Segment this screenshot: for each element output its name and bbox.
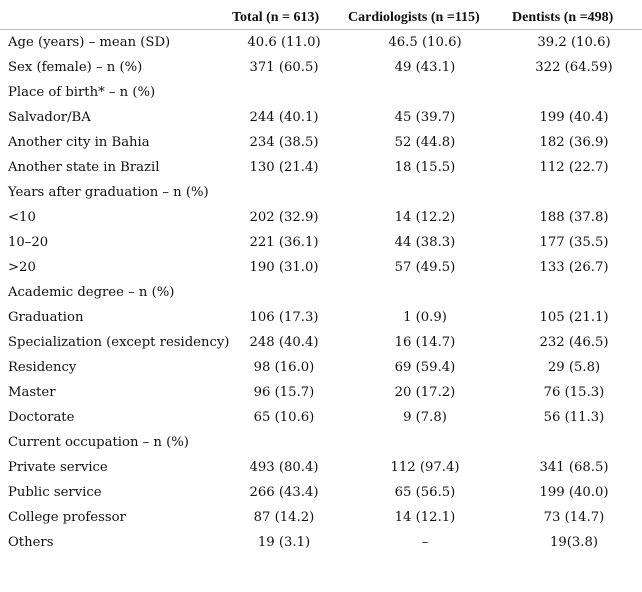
table-row: Place of birth* – n (%) [0, 80, 642, 105]
table-row: Another state in Brazil 130 (21.4) 18 (15.… [0, 155, 642, 180]
cell-cardiologists: 1 (0.9) [403, 310, 447, 325]
cell-total: 190 (31.0) [249, 260, 319, 275]
cell-cardiologists: 69 (59.4) [394, 360, 456, 375]
cell-dentists: 182 (36.9) [539, 135, 609, 150]
table-row: Age (years) – mean (SD) 40.6 (11.0) 46.5 (… [0, 30, 642, 55]
row-label: Doctorate [8, 410, 75, 425]
row-label: Salvador/BA [8, 110, 91, 125]
table-row: Sex (female) – n (%) 371 (60.5) 49 (43.1) 3… [0, 55, 642, 80]
cell-total: 96 (15.7) [253, 385, 315, 400]
row-label: Private service [8, 460, 108, 475]
cell-total: 87 (14.2) [253, 510, 315, 525]
cell-dentists: 232 (46.5) [539, 335, 609, 350]
cell-dentists: 322 (64.59) [535, 60, 613, 75]
row-label: Age (years) – mean (SD) [8, 35, 171, 50]
cell-dentists: 133 (26.7) [539, 260, 609, 275]
row-label: Specialization (except residency) [8, 335, 230, 350]
table-header-row: Total (n = 613) Cardiologists (n =115) D… [0, 5, 642, 30]
cell-cardiologists: 14 (12.1) [394, 510, 456, 525]
table-row: Doctorate 65 (10.6) 9 (7.8) 56 (11.3) [0, 405, 642, 430]
cell-cardiologists: 52 (44.8) [394, 135, 456, 150]
cell-total: 371 (60.5) [249, 60, 319, 75]
row-label: 10–20 [8, 235, 49, 250]
cell-dentists: 19(3.8) [549, 535, 599, 550]
cell-total: 266 (43.4) [249, 485, 319, 500]
row-label: Years after graduation – n (%) [8, 185, 209, 200]
row-label: Sex (female) – n (%) [8, 60, 143, 75]
row-label: Master [8, 385, 56, 400]
cell-dentists: 73 (14.7) [543, 510, 605, 525]
cell-cardiologists: 44 (38.3) [394, 235, 456, 250]
row-label: Academic degree – n (%) [8, 285, 175, 300]
cell-dentists: 341 (68.5) [539, 460, 609, 475]
cell-dentists: 188 (37.8) [539, 210, 609, 225]
table-row: >20 190 (31.0) 57 (49.5) 133 (26.7) [0, 255, 642, 280]
cell-total: 234 (38.5) [249, 135, 319, 150]
header-rule [0, 29, 642, 30]
row-label: >20 [8, 260, 36, 275]
table-row: Salvador/BA 244 (40.1) 45 (39.7) 199 (40.4) [0, 105, 642, 130]
row-label: Place of birth* – n (%) [8, 85, 156, 100]
cell-dentists: 199 (40.4) [539, 110, 609, 125]
cell-cardiologists: 57 (49.5) [394, 260, 456, 275]
table-row: Public service 266 (43.4) 65 (56.5) 199 (40… [0, 480, 642, 505]
row-label: College professor [8, 510, 126, 525]
row-label: Another state in Brazil [8, 160, 160, 175]
table-row: College professor 87 (14.2) 14 (12.1) 73 (1… [0, 505, 642, 530]
cell-cardiologists: 14 (12.2) [394, 210, 456, 225]
table-row: <10 202 (32.9) 14 (12.2) 188 (37.8) [0, 205, 642, 230]
cell-total: 493 (80.4) [249, 460, 319, 475]
table-row: Specialization (except residency) 248 (40… [0, 330, 642, 355]
cell-total: 19 (3.1) [257, 535, 311, 550]
table-row: Residency 98 (16.0) 69 (59.4) 29 (5.8) [0, 355, 642, 380]
cell-cardiologists: 49 (43.1) [394, 60, 456, 75]
cell-total: 98 (16.0) [253, 360, 315, 375]
header-cardiologists: Cardiologists (n =115) [348, 10, 480, 25]
table-row: Another city in Bahia 234 (38.5) 52 (44.8)… [0, 130, 642, 155]
row-label: Residency [8, 360, 77, 375]
cell-total: 248 (40.4) [249, 335, 319, 350]
row-label: Another city in Bahia [8, 135, 150, 150]
cell-dentists: 177 (35.5) [539, 235, 609, 250]
row-label: Public service [8, 485, 102, 500]
table-row: Others 19 (3.1) – 19(3.8) [0, 530, 642, 555]
row-label: Graduation [8, 310, 84, 325]
cell-total: 130 (21.4) [249, 160, 319, 175]
table-row: Private service 493 (80.4) 112 (97.4) 341 (… [0, 455, 642, 480]
table-row: 10–20 221 (36.1) 44 (38.3) 177 (35.5) [0, 230, 642, 255]
cell-cardiologists: 20 (17.2) [394, 385, 456, 400]
cell-cardiologists: 45 (39.7) [394, 110, 456, 125]
cell-cardiologists: 112 (97.4) [390, 460, 460, 475]
cell-dentists: 76 (15.3) [543, 385, 605, 400]
cell-cardiologists: 9 (7.8) [403, 410, 447, 425]
cell-dentists: 29 (5.8) [547, 360, 601, 375]
table-row: Academic degree – n (%) [0, 280, 642, 305]
header-total: Total (n = 613) [232, 10, 320, 25]
cell-cardiologists: – [421, 535, 429, 550]
cell-total: 202 (32.9) [249, 210, 319, 225]
cell-total: 106 (17.3) [249, 310, 319, 325]
cell-dentists: 56 (11.3) [543, 410, 605, 425]
table-row: Master 96 (15.7) 20 (17.2) 76 (15.3) [0, 380, 642, 405]
cell-cardiologists: 46.5 (10.6) [388, 35, 462, 50]
row-label: Others [8, 535, 54, 550]
table-row: Current occupation – n (%) [0, 430, 642, 455]
cell-cardiologists: 16 (14.7) [394, 335, 456, 350]
row-label: <10 [8, 210, 36, 225]
table-row: Graduation 106 (17.3) 1 (0.9) 105 (21.1) [0, 305, 642, 330]
cell-cardiologists: 18 (15.5) [394, 160, 456, 175]
cell-dentists: 39.2 (10.6) [537, 35, 611, 50]
cell-total: 65 (10.6) [253, 410, 315, 425]
row-label: Current occupation – n (%) [8, 435, 189, 450]
cell-total: 221 (36.1) [249, 235, 319, 250]
table-row: Years after graduation – n (%) [0, 180, 642, 205]
cell-total: 244 (40.1) [249, 110, 319, 125]
cell-dentists: 112 (22.7) [539, 160, 609, 175]
cell-total: 40.6 (11.0) [247, 35, 321, 50]
cell-dentists: 105 (21.1) [539, 310, 609, 325]
header-dentists: Dentists (n =498) [512, 10, 614, 25]
cell-dentists: 199 (40.0) [539, 485, 609, 500]
cell-cardiologists: 65 (56.5) [394, 485, 456, 500]
